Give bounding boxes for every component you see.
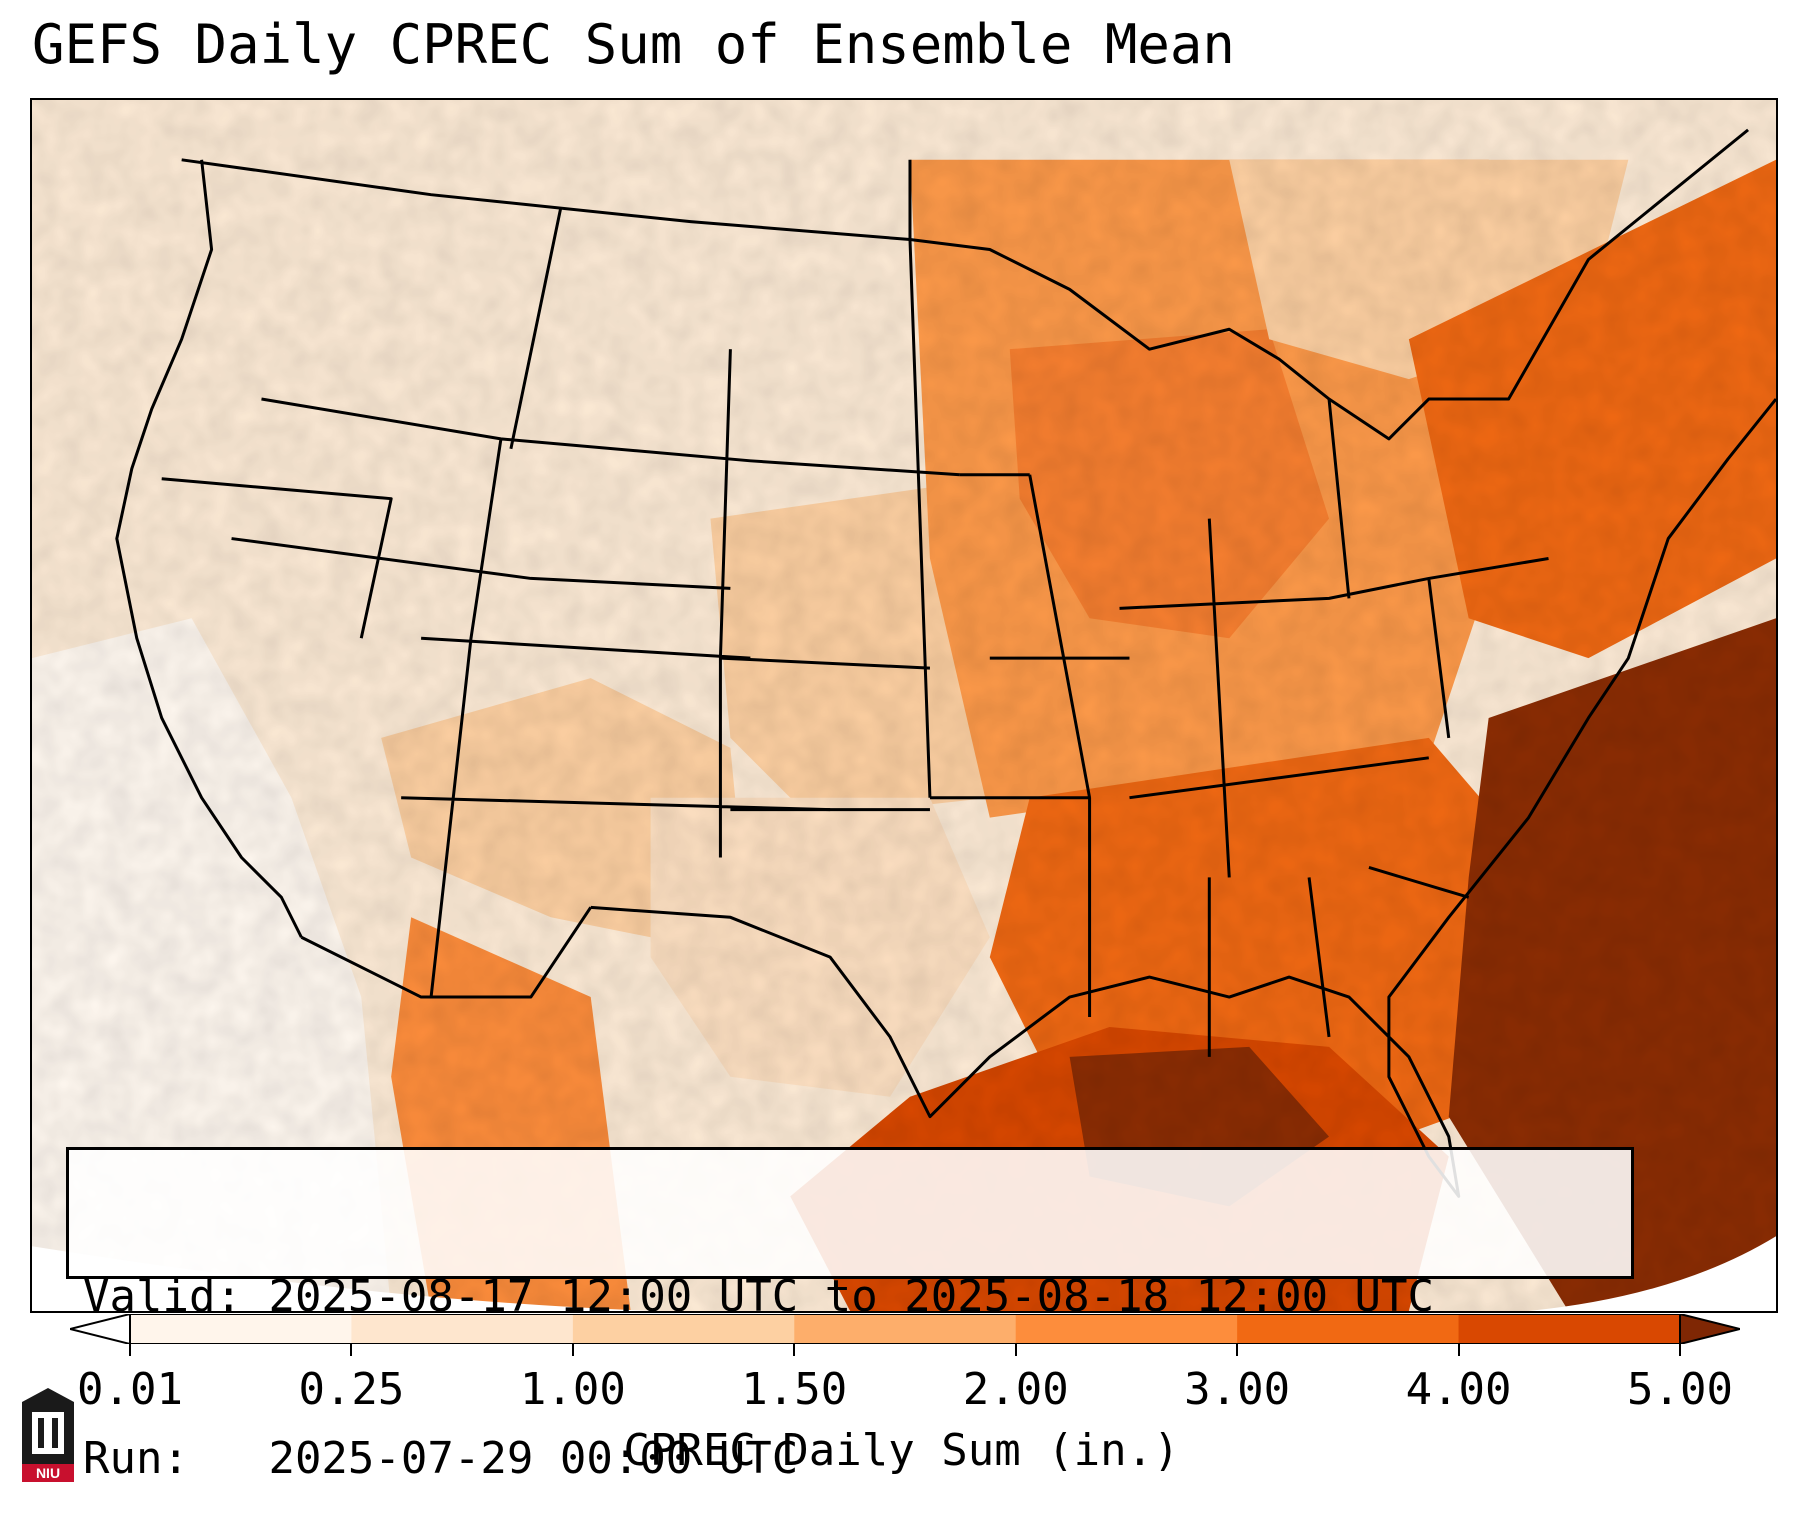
mexico-border	[300, 906, 592, 999]
colorbar-bin	[572, 1314, 795, 1344]
colorbar-tick-label: 0.25	[298, 1364, 405, 1415]
university-tower-icon: NIU	[22, 1388, 74, 1482]
colorbar-over-arrow	[1679, 1314, 1740, 1344]
boundaries	[115, 128, 1776, 1198]
colorbar-bin	[1015, 1314, 1238, 1344]
great-lakes-border	[909, 128, 1750, 441]
valid-run-info-box: Valid: 2025-08-17 12:00 UTC to 2025-08-1…	[66, 1147, 1634, 1484]
us-canada-border	[181, 158, 912, 242]
colorbar-tick-label: 2.00	[962, 1364, 1069, 1415]
colorbar-tick-label: 1.50	[741, 1364, 848, 1415]
map-panel	[30, 98, 1778, 1313]
state-lines-east	[1119, 398, 1549, 1057]
colorbar-tick-mark	[1457, 1344, 1460, 1356]
colorbar-bin	[1237, 1314, 1460, 1344]
colorbar-bin	[351, 1314, 574, 1344]
gulf-coast	[590, 398, 1776, 1198]
colorbar-tick-mark	[1679, 1344, 1681, 1356]
run-label: Run:	[83, 1433, 189, 1484]
page-title: GEFS Daily CPREC Sum of Ensemble Mean	[32, 13, 1235, 76]
colorbar-tick-label: 0.01	[77, 1364, 183, 1415]
colorbar-tick-label: 3.00	[1184, 1364, 1291, 1415]
colorbar-tick-label: 4.00	[1405, 1364, 1512, 1415]
run-line: Run: 2025-07-29 00:00 UTC	[83, 1432, 1617, 1486]
colorbar-tick-mark	[129, 1344, 131, 1356]
run-value: 2025-07-29 00:00 UTC	[268, 1433, 799, 1484]
colorbar-tick-mark	[1014, 1344, 1017, 1356]
colorbar-bin	[1458, 1314, 1681, 1344]
colorbar-border	[129, 1314, 1681, 1344]
colorbar-bin	[794, 1314, 1017, 1344]
colorbar-label: CPREC Daily Sum (in.)	[623, 1425, 1180, 1476]
colorbar-bin	[130, 1314, 352, 1344]
colorbar-tick-label: 5.00	[1627, 1364, 1733, 1415]
colorbar-tick-mark	[571, 1344, 574, 1356]
logo-text: NIU	[36, 1465, 60, 1481]
state-lines-central	[720, 239, 1130, 1017]
colorbar-tick-mark	[1236, 1344, 1239, 1356]
precipitation-map	[32, 100, 1776, 1311]
colorbar	[70, 1314, 1740, 1344]
colorbar-tick-mark	[350, 1344, 353, 1356]
colorbar-tick-mark	[793, 1344, 796, 1356]
colorbar-tick-label: 1.00	[519, 1364, 626, 1415]
west-coast	[115, 159, 303, 938]
colorbar-under-arrow	[70, 1314, 131, 1344]
